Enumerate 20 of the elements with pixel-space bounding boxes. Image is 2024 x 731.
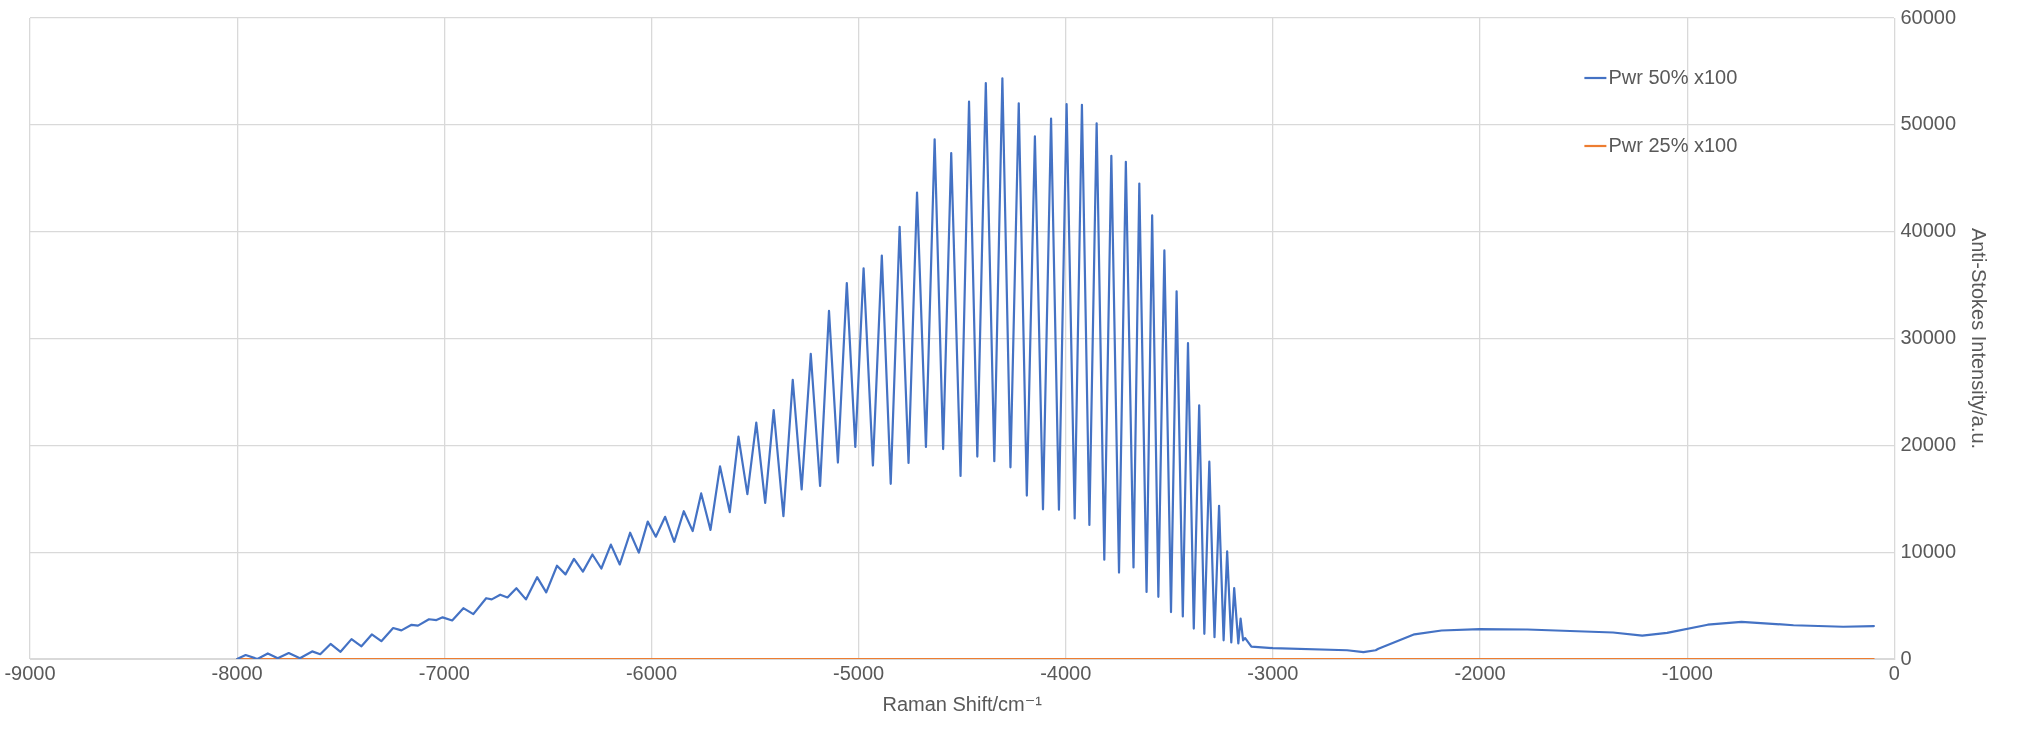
legend-label: Pwr 50% x100 (1608, 65, 1738, 88)
y-tick-label: 60000 (1900, 5, 1957, 28)
x-tick-label: -4000 (1040, 661, 1092, 684)
legend-label: Pwr 25% x100 (1608, 133, 1738, 156)
y-tick-label: 50000 (1900, 112, 1957, 135)
y-tick-label: 10000 (1900, 539, 1957, 562)
x-tick-label: -9000 (4, 661, 56, 684)
x-tick-label: -8000 (211, 661, 263, 684)
x-tick-label: -6000 (625, 661, 678, 684)
y-tick-label: 40000 (1900, 219, 1957, 242)
x-tick-label: -2000 (1454, 661, 1506, 684)
y-tick-label: 30000 (1900, 326, 1957, 349)
y-tick-label: 0 (1900, 646, 1912, 669)
x-tick-label: -3000 (1247, 661, 1299, 684)
x-axis-title: Raman Shift/cm⁻¹ (882, 692, 1043, 715)
x-tick-label: -1000 (1661, 661, 1713, 684)
y-axis-title: Anti-Stokes Intensity/a.u. (1968, 227, 1991, 450)
x-tick-label: -7000 (418, 661, 470, 684)
y-tick-label: 20000 (1900, 432, 1957, 455)
x-tick-label: -5000 (833, 661, 885, 684)
